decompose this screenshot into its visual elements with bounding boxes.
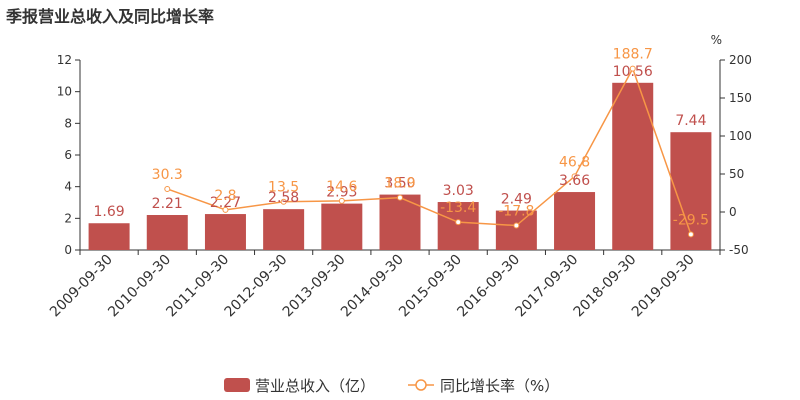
revenue-bar <box>612 82 654 250</box>
revenue-label: 3.03 <box>443 183 474 199</box>
revenue-label: 2.27 <box>210 195 241 211</box>
revenue-bar <box>204 214 246 250</box>
x-tick-label: 2019-09-30 <box>629 252 698 321</box>
revenue-label: 3.50 <box>384 176 415 192</box>
y-right-tick-label: 150 <box>729 91 752 105</box>
revenue-bar <box>146 215 188 250</box>
y-right-tick-label: -50 <box>729 243 749 257</box>
legend-line-label: 同比增长率（%） <box>440 377 559 395</box>
growth-point <box>164 185 171 192</box>
legend-line-marker <box>415 379 427 391</box>
revenue-label: 3.66 <box>559 173 590 189</box>
y-right-tick-label: 100 <box>729 129 752 143</box>
growth-point <box>571 173 578 180</box>
growth-line <box>167 66 692 235</box>
revenue-label: 2.49 <box>501 192 532 208</box>
y-right-unit: % <box>711 33 722 47</box>
y-left-tick-label: 8 <box>64 116 72 130</box>
revenue-bar <box>321 203 363 250</box>
chart-title: 季报营业总收入及同比增长率 <box>6 7 215 26</box>
growth-point <box>338 197 345 204</box>
revenue-bar <box>437 202 479 250</box>
revenue-label: 2.21 <box>152 196 183 212</box>
growth-label: 188.7 <box>613 47 653 63</box>
growth-point <box>687 231 694 238</box>
growth-label: 2.8 <box>214 188 236 204</box>
legend-bar-swatch <box>224 378 250 392</box>
growth-point <box>513 222 520 229</box>
revenue-label: 7.44 <box>675 113 706 129</box>
growth-label: 14.6 <box>326 179 357 195</box>
revenue-bar <box>554 192 596 250</box>
revenue-bar <box>88 223 130 250</box>
y-left-tick-label: 12 <box>57 53 72 67</box>
revenue-bar <box>670 132 712 250</box>
growth-label: -29.5 <box>673 212 709 228</box>
growth-point <box>397 194 403 201</box>
y-left-tick-label: 2 <box>64 211 72 225</box>
growth-point <box>280 198 287 205</box>
revenue-label: 2.58 <box>268 190 299 206</box>
y-right-tick-label: 0 <box>729 205 737 219</box>
revenue-bar <box>495 210 537 250</box>
revenue-label: 2.93 <box>326 185 357 201</box>
growth-label: -13.4 <box>440 200 476 216</box>
growth-label: 46.8 <box>559 154 590 170</box>
y-left-tick-label: 10 <box>57 85 72 99</box>
y-left-tick-label: 4 <box>64 180 72 194</box>
y-right-tick-label: 50 <box>729 167 744 181</box>
y-left-tick-label: 6 <box>64 148 72 162</box>
revenue-bar <box>263 209 305 250</box>
y-left-tick-label: 0 <box>64 243 72 257</box>
growth-label: 18.9 <box>384 176 415 192</box>
legend-bar-label: 营业总收入（亿） <box>255 377 375 395</box>
growth-point <box>222 206 229 213</box>
y-right-tick-label: 200 <box>729 53 752 67</box>
growth-label: 30.3 <box>152 167 183 183</box>
growth-point <box>455 219 462 226</box>
revenue-label: 10.56 <box>613 64 653 80</box>
growth-label: -17.8 <box>498 204 534 220</box>
growth-point <box>629 65 636 72</box>
revenue-label: 1.69 <box>94 204 125 220</box>
growth-label: 13.5 <box>268 180 299 196</box>
